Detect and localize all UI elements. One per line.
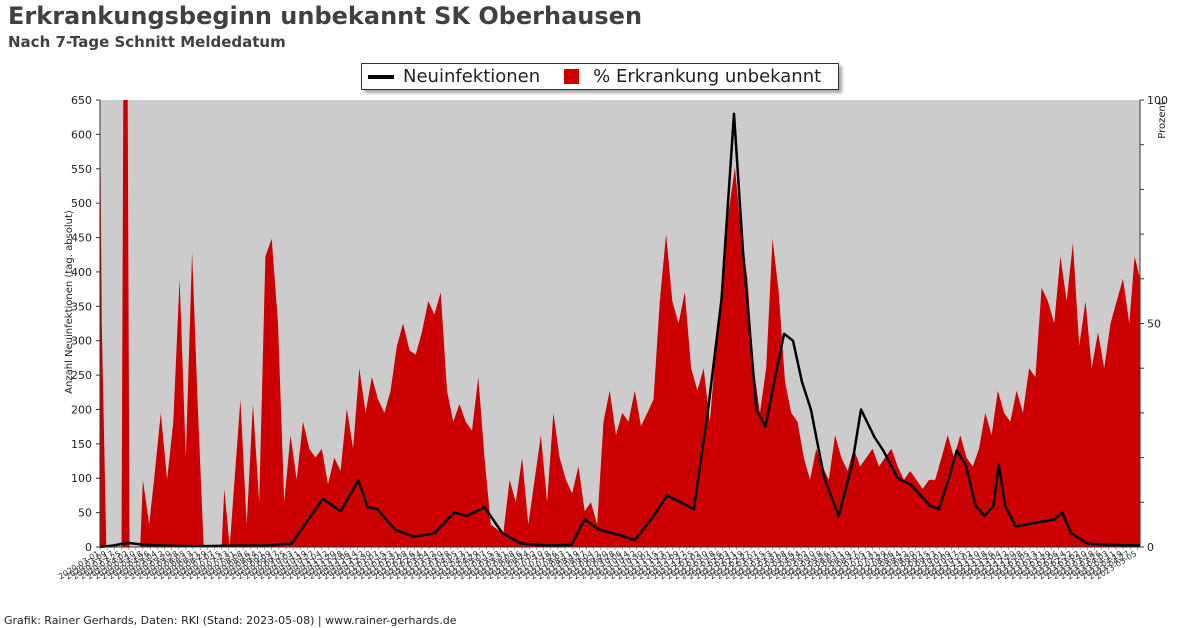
y-tick-label: 200 [71, 403, 92, 416]
y2-tick-label: 0 [1147, 541, 1154, 554]
legend-area-swatch [564, 69, 580, 84]
y-tick-label: 450 [71, 232, 92, 245]
axes-layer: 0 50 100 150 200 250 300 350 400 450 500 550 600 650 0… [71, 94, 1168, 554]
y2-tick-label: 100 [1147, 94, 1168, 107]
x-tick-labels: 2020-03-012020-03-092020-03-172020-03-25… [57, 547, 1138, 581]
y-tick-label: 550 [71, 163, 92, 176]
y-tick-label: 350 [71, 300, 92, 313]
footer-credit: Grafik: Rainer Gerhards, Daten: RKI (Sta… [4, 614, 457, 627]
line-neuinfektionen [99, 112, 1141, 549]
y-tick-label: 400 [71, 266, 92, 279]
y-tick-label: 300 [71, 335, 92, 348]
legend-line-swatch [368, 74, 394, 79]
y-tick-label: 50 [78, 507, 92, 520]
legend-item-erkrankung-unbekannt: % Erkrankung unbekannt [564, 66, 821, 87]
legend: Neuinfektionen % Erkrankung unbekannt [361, 63, 839, 90]
area-erkrankung-unbekannt [100, 100, 1140, 547]
y-tick-label: 500 [71, 197, 92, 210]
legend-label-erkrankung-unbekannt: % Erkrankung unbekannt [593, 66, 822, 87]
y2-tick-label: 50 [1147, 318, 1161, 331]
legend-item-neuinfektionen: Neuinfektionen [368, 66, 540, 87]
area-layer [100, 100, 1140, 547]
y-tick-label: 100 [71, 472, 92, 485]
line-layer [99, 112, 1141, 549]
y-tick-label: 650 [71, 94, 92, 107]
y-tick-label: 150 [71, 438, 92, 451]
y-axis-label: Anzahl Neuinfektionen (tag. absolut) [64, 210, 75, 394]
chart-title: Erkrankungsbeginn unbekannt SK Oberhause… [8, 2, 643, 30]
legend-label-neuinfektionen: Neuinfektionen [403, 66, 541, 87]
y-tick-label: 600 [71, 128, 92, 141]
y2-axis-label: Prozent [1157, 101, 1168, 139]
y-tick-label: 0 [85, 541, 92, 554]
y-tick-label: 250 [71, 369, 92, 382]
chart-subtitle: Nach 7-Tage Schnitt Meldedatum [8, 33, 286, 51]
